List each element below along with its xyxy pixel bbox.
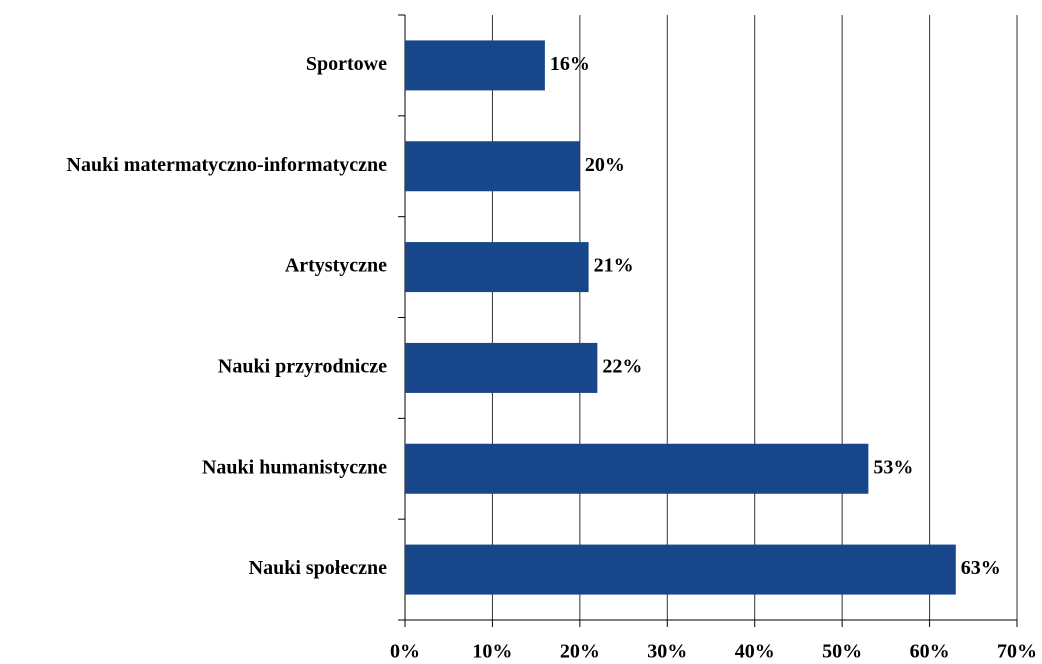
y-tick-label: Nauki społeczne xyxy=(249,557,387,579)
x-tick-label: 20% xyxy=(560,641,600,663)
x-tick-label: 70% xyxy=(997,641,1037,663)
x-tick-label: 30% xyxy=(647,641,687,663)
y-tick-label: Sportowe xyxy=(306,53,387,75)
bar xyxy=(405,141,580,192)
x-tick-label: 60% xyxy=(910,641,950,663)
value-label: 63% xyxy=(961,557,1001,579)
bar xyxy=(405,443,869,494)
bar xyxy=(405,242,589,293)
bar xyxy=(405,544,956,595)
value-label: 21% xyxy=(594,255,634,277)
y-tick-label: Nauki matermatyczno-informatyczne xyxy=(67,154,388,176)
x-tick-label: 0% xyxy=(390,641,420,663)
y-tick-label: Nauki przyrodnicze xyxy=(218,356,387,378)
bar xyxy=(405,342,598,393)
value-label: 20% xyxy=(585,154,625,176)
y-tick-label: Artystyczne xyxy=(285,255,387,277)
bar xyxy=(405,40,545,91)
x-tick-label: 50% xyxy=(822,641,862,663)
value-label: 16% xyxy=(550,53,590,75)
x-tick-label: 10% xyxy=(472,641,512,663)
y-tick-label: Nauki humanistyczne xyxy=(202,456,387,478)
x-tick-label: 40% xyxy=(735,641,775,663)
value-label: 22% xyxy=(602,356,642,378)
value-label: 53% xyxy=(873,456,913,478)
